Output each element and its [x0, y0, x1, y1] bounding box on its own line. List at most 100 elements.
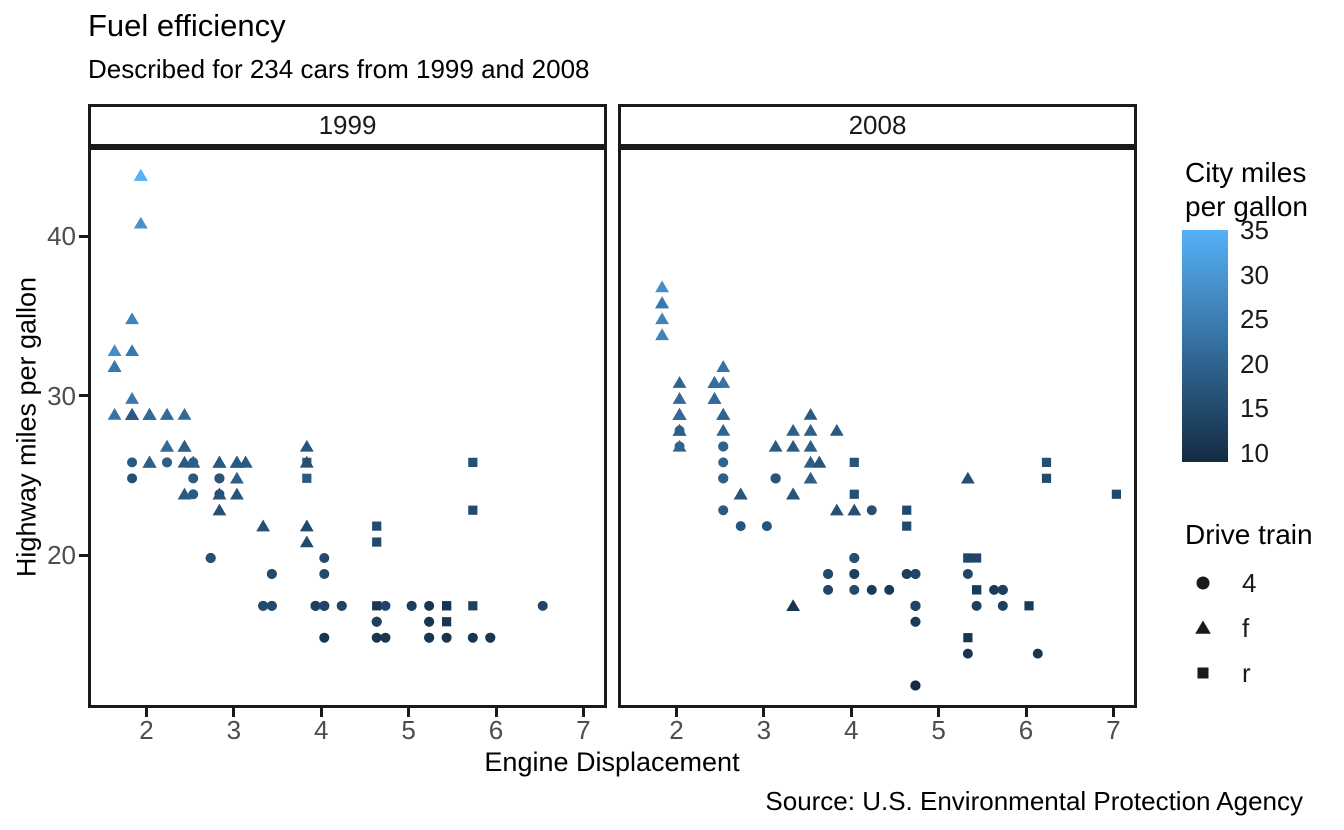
- colorbar-tick-label: 25: [1240, 304, 1269, 335]
- x-tick-label: 6: [1018, 715, 1034, 745]
- data-point: [718, 473, 729, 484]
- data-point: [770, 473, 781, 484]
- x-tick-label: 6: [488, 715, 504, 745]
- data-point: [672, 423, 687, 436]
- data-point: [310, 600, 321, 611]
- data-point: [716, 423, 731, 436]
- data-point: [884, 584, 895, 595]
- data-point: [256, 519, 271, 532]
- x-tick: [145, 708, 149, 717]
- x-tick-label: 7: [1106, 715, 1121, 745]
- data-point: [188, 489, 199, 500]
- data-point: [336, 600, 347, 611]
- chart-subtitle: Described for 234 cars from 1999 and 200…: [88, 54, 590, 84]
- data-point: [230, 487, 244, 500]
- colorbar-tick-label: 15: [1240, 393, 1269, 424]
- data-point: [125, 344, 139, 357]
- facet-strip-1999: 1999: [88, 104, 607, 147]
- data-point: [299, 535, 314, 548]
- data-point: [655, 328, 669, 341]
- x-tick-label: 7: [576, 715, 591, 745]
- data-point: [125, 312, 139, 325]
- facet-strip-2008: 2008: [618, 104, 1137, 147]
- data-point: [299, 439, 314, 452]
- data-point: [847, 503, 862, 516]
- x-tick: [675, 708, 679, 717]
- data-point: [655, 296, 669, 309]
- x-tick-label: 4: [844, 715, 859, 745]
- data-point: [812, 455, 827, 468]
- data-point: [786, 439, 801, 452]
- data-point: [441, 632, 452, 643]
- data-point: [1111, 489, 1122, 499]
- data-point: [127, 473, 138, 484]
- x-tick-label: 2: [669, 715, 684, 745]
- data-point: [902, 505, 912, 515]
- x-tick: [319, 708, 323, 717]
- data-point: [1032, 648, 1043, 659]
- data-point: [849, 568, 860, 579]
- data-point: [371, 616, 382, 627]
- data-point: [672, 407, 687, 420]
- data-point: [972, 585, 982, 595]
- data-point: [212, 487, 227, 500]
- data-point: [205, 553, 216, 563]
- data-point: [971, 600, 982, 611]
- data-point: [266, 600, 277, 611]
- data-point: [963, 633, 973, 643]
- colorbar-tick-label: 30: [1240, 259, 1269, 290]
- y-tick-label: 20: [47, 540, 76, 570]
- data-point: [125, 407, 139, 420]
- colorbar-tick-label: 35: [1240, 215, 1269, 245]
- x-tick: [762, 708, 766, 717]
- square-icon: [1197, 667, 1209, 679]
- data-point: [1041, 473, 1052, 483]
- data-point: [962, 648, 973, 659]
- data-point: [803, 423, 818, 436]
- data-point: [537, 600, 548, 611]
- data-point: [716, 407, 731, 420]
- data-point: [997, 584, 1008, 595]
- legend-item-drv-f: f: [1190, 613, 1249, 643]
- x-tick-label: 4: [314, 715, 329, 745]
- data-point: [902, 521, 912, 531]
- data-point: [1024, 601, 1034, 611]
- data-point: [319, 632, 330, 643]
- data-point: [786, 423, 801, 436]
- shape-legend-title: Drive train: [1185, 519, 1313, 550]
- x-tick: [937, 708, 941, 717]
- data-point: [910, 616, 921, 627]
- data-point: [107, 360, 122, 372]
- legend-item-label: r: [1242, 657, 1251, 688]
- data-point: [761, 521, 772, 532]
- data-point: [803, 455, 818, 468]
- y-tick-label: 30: [47, 380, 76, 411]
- data-point: [735, 521, 746, 532]
- data-point: [299, 455, 314, 468]
- x-tick-label: 3: [226, 715, 242, 745]
- data-point: [424, 632, 435, 643]
- x-tick: [232, 708, 236, 717]
- data-point: [372, 521, 382, 531]
- x-tick-label: 5: [931, 715, 946, 745]
- data-point: [829, 423, 844, 436]
- data-point: [467, 632, 478, 643]
- data-point: [212, 503, 227, 516]
- data-point: [214, 473, 225, 484]
- data-point: [468, 601, 478, 611]
- legend-item-drv-r: r: [1190, 658, 1251, 688]
- x-tick: [407, 708, 411, 717]
- data-point: [133, 168, 148, 181]
- data-point: [786, 487, 801, 500]
- data-point: [319, 568, 330, 579]
- data-point: [442, 617, 452, 627]
- data-point: [655, 280, 669, 293]
- data-point: [177, 407, 192, 420]
- data-point: [849, 553, 860, 563]
- y-tick-label: 40: [47, 221, 76, 252]
- data-point: [177, 439, 192, 452]
- data-point: [718, 505, 729, 516]
- data-point: [142, 407, 157, 420]
- y-tick: [79, 234, 88, 238]
- data-point: [188, 473, 199, 484]
